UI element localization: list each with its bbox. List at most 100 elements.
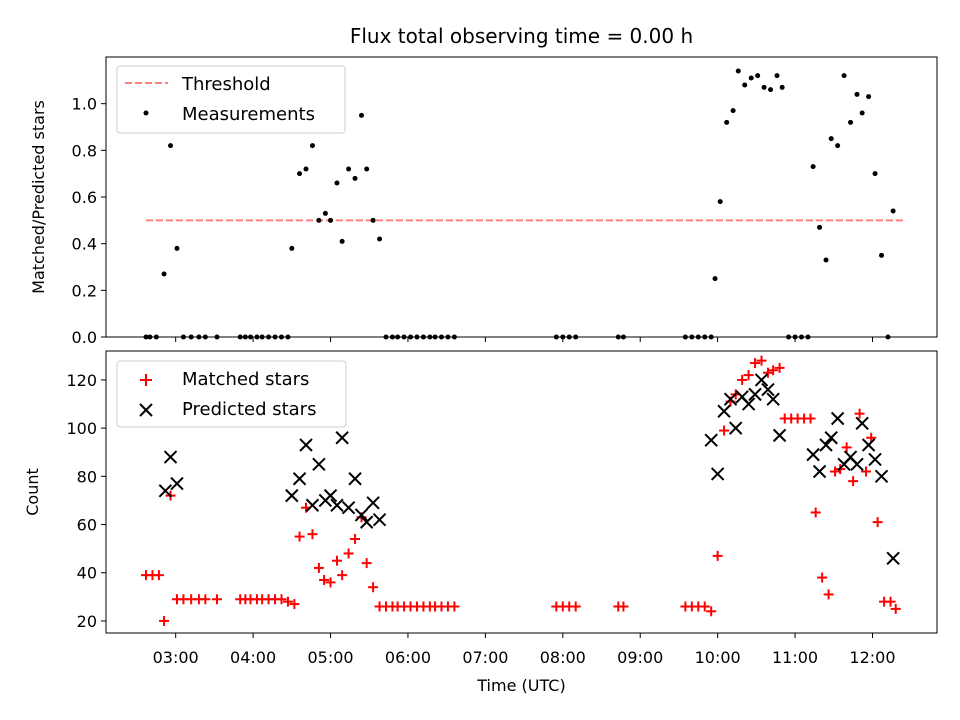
matched-star-point (200, 594, 211, 605)
measurement-point (742, 82, 748, 88)
predicted-star-point (824, 431, 838, 445)
measurement-point (712, 276, 718, 282)
measurement-point (761, 84, 767, 90)
predicted-star-point (728, 421, 743, 435)
matched-star-point (699, 601, 710, 612)
predicted-star-point (704, 433, 718, 447)
predicted-legend-label: Predicted stars (182, 399, 316, 420)
y-tick-label: 40 (77, 564, 97, 583)
matched-star-point (743, 370, 754, 381)
y-tick-label: 60 (77, 516, 97, 535)
matched-star-point (449, 601, 460, 612)
bottom-x-axis-label: Time (UTC) (476, 676, 565, 695)
measurement-point (730, 108, 736, 114)
measurement-point (334, 180, 340, 186)
measurement-point (854, 91, 860, 97)
predicted-star-point (158, 484, 173, 498)
matched-star-point (719, 425, 730, 436)
measurement-point (841, 73, 847, 79)
y-tick-label: 120 (66, 371, 97, 390)
measurement-point (358, 112, 364, 118)
predicted-legend-swatch (139, 403, 153, 417)
matched-star-point (737, 374, 748, 385)
matched-star-point (282, 596, 293, 607)
matched-star-point (805, 413, 816, 424)
measurement-point (735, 68, 741, 74)
matched-star-point (294, 531, 305, 542)
measurement-point (346, 166, 352, 172)
matched-star-point (706, 606, 717, 617)
x-tick-label: 04:00 (230, 648, 276, 667)
measurement-point (352, 175, 358, 181)
predicted-star-point (323, 488, 338, 503)
measurement-point (755, 73, 761, 79)
predicted-star-point (348, 472, 362, 486)
top-panel: Flux total observing time = 0.00 h Match… (29, 24, 938, 347)
predicted-star-point (772, 428, 787, 443)
matched-star-point (211, 594, 222, 605)
x-tick-label: 11:00 (772, 648, 818, 667)
matched-star-point (331, 555, 342, 566)
predicted-star-point (868, 452, 882, 467)
matched-star-point (289, 599, 300, 610)
predicted-star-point (285, 488, 299, 503)
bottom-y-ticks: 20 40 60 80 100 120 (66, 371, 106, 631)
matched-star-point (570, 601, 581, 612)
bottom-legend: Matched stars Predicted stars (116, 360, 347, 428)
predicted-star-point (830, 411, 845, 426)
matched-star-point (890, 603, 901, 614)
measurement-point (724, 119, 730, 125)
predicted-star-point (359, 515, 374, 529)
x-tick-label: 06:00 (385, 648, 431, 667)
measurement-point (364, 166, 370, 172)
threshold-legend-label: Threshold (181, 74, 271, 95)
x-tick-label: 12:00 (849, 648, 895, 667)
matched-star-point (830, 466, 841, 477)
predicted-star-point (819, 438, 833, 452)
measurement-point (322, 210, 328, 216)
matched-star-point (618, 601, 629, 612)
measurement-point (879, 252, 885, 258)
predicted-star-point (292, 472, 307, 486)
predicted-star-point (723, 392, 738, 406)
measurement-point (872, 171, 878, 177)
matched-star-point (159, 615, 170, 626)
y-tick-label: 0.6 (72, 188, 97, 207)
matched-star-point (774, 362, 785, 373)
measurement-point (835, 143, 841, 149)
measurement-point (174, 245, 180, 251)
predicted-star-point (163, 450, 178, 464)
predicted-star-point (312, 457, 326, 471)
measurement-point (890, 208, 896, 214)
matched-star-point (872, 517, 883, 528)
predicted-star-point (366, 496, 380, 510)
matched-star-point (319, 574, 330, 585)
top-plot-area (143, 68, 905, 340)
top-y-axis-label: Matched/Predicted stars (29, 100, 48, 294)
measurement-point (859, 110, 865, 116)
matched-star-point (841, 442, 852, 453)
matched-star-point (153, 570, 164, 581)
measurement-point (866, 94, 872, 100)
matched-legend-label: Matched stars (182, 369, 309, 390)
measurement-point (309, 143, 315, 149)
predicted-star-point (299, 438, 313, 452)
matched-star-point (350, 534, 361, 544)
bottom-panel: Count Time (UTC) 20 40 60 80 100 120 03:00 04:… (23, 350, 938, 695)
matched-star-point (325, 577, 336, 588)
predicted-star-point (861, 438, 876, 452)
x-tick-label: 03:00 (153, 648, 199, 667)
predicted-star-point (335, 431, 349, 445)
matched-star-point (368, 582, 379, 593)
matched-star-point (762, 367, 773, 378)
measurement-point (823, 257, 829, 263)
matched-star-point (768, 365, 779, 376)
measurement-point (339, 238, 345, 244)
top-y-ticks: 0.0 0.2 0.4 0.6 0.8 1.0 (72, 95, 106, 347)
measurement-point (817, 224, 823, 230)
bottom-y-axis-label: Count (23, 468, 42, 516)
measurement-point (161, 271, 167, 277)
matched-star-point (361, 558, 372, 569)
measurement-point (168, 143, 174, 149)
